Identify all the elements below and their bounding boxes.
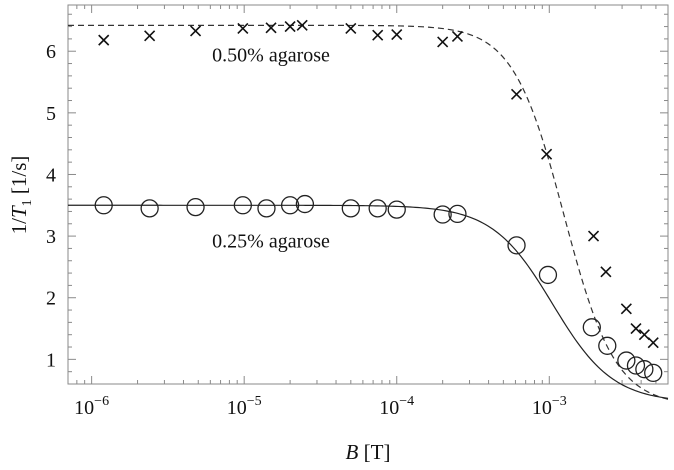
data-point-cross [345,22,357,34]
data-point-cross [541,148,553,160]
data-point-circle [368,199,387,218]
annotation-label-2: 0.25% agarose [212,230,330,252]
x-tick-exponent: −5 [247,394,262,409]
data-point-cross [391,29,403,41]
data-markers [94,19,663,383]
data-point-cross [638,329,650,341]
series-annotations: 0.50% agarose 0.25% agarose [212,44,330,252]
data-point-circle [635,360,654,379]
fit-curve-series-1 [68,24,669,400]
data-point-cross [144,30,156,42]
y-axis-subscript: 1 [20,199,35,206]
series-2-points [94,194,663,383]
data-point-circle [233,196,252,215]
data-point-circle [582,318,601,337]
data-point-circle [598,336,617,355]
fit-curve-series-2 [68,204,669,399]
data-point-circle [507,236,526,255]
data-point-cross [620,303,632,315]
data-point-circle [448,204,467,224]
x-tick-mantissa: 10 [74,397,94,419]
series-1-points [98,19,659,349]
x-tick-label: 10−5 [227,394,262,419]
data-point-circle [341,199,360,218]
y-tick-label: 2 [46,288,56,310]
axis-ticks [67,5,669,385]
data-point-cross [98,34,110,46]
fit-curves [68,24,669,400]
x-tick-mantissa: 10 [227,397,247,419]
data-point-circle [538,265,558,285]
data-point-cross [600,266,612,278]
plot-frame [67,4,669,385]
data-point-circle [94,196,113,215]
data-point-circle [280,196,300,215]
y-axis-unit: [1/s] [7,156,31,200]
x-tick-mantissa: 10 [532,397,552,419]
x-axis-unit: [T] [358,440,390,464]
y-axis-prefix: 1/ [7,218,31,235]
data-point-cross [630,322,642,335]
data-point-circle [257,199,276,218]
x-axis-variable: B [346,440,359,464]
y-axis-variable: T [7,205,31,218]
x-tick-label: 10−3 [532,394,567,419]
x-tick-exponent: −4 [399,394,414,409]
data-point-cross [237,22,249,34]
x-tick-label: 10−6 [74,394,109,419]
data-point-circle [387,200,406,219]
data-point-cross [265,22,277,34]
y-tick-label: 1 [46,349,56,371]
y-tick-label: 4 [46,164,56,186]
annotation-label-1: 0.50% agarose [212,44,330,66]
data-point-cross [372,29,384,41]
data-point-cross [510,88,523,100]
y-tick-label: 5 [46,103,56,125]
data-point-cross [296,19,308,31]
y-tick-label: 3 [46,226,56,248]
y-tick-label: 6 [46,41,56,63]
x-axis-title: B [T] [346,440,391,464]
data-point-circle [644,363,663,383]
data-point-circle [140,199,159,218]
data-point-circle [295,194,315,214]
x-tick-label: 10−4 [379,394,414,419]
data-point-cross [189,25,202,37]
x-tick-exponent: −6 [94,394,109,409]
data-point-cross [647,337,659,349]
data-point-circle [186,197,205,217]
y-axis-title: 1/T1 [1/s] [7,156,35,235]
data-point-circle [433,205,452,224]
data-point-cross [284,21,296,33]
x-tick-exponent: −3 [552,394,567,409]
data-point-circle [626,356,646,375]
data-point-cross [451,30,464,42]
data-point-circle [617,351,636,370]
data-point-cross [587,230,600,242]
x-tick-mantissa: 10 [379,397,399,419]
data-point-cross [437,36,449,48]
